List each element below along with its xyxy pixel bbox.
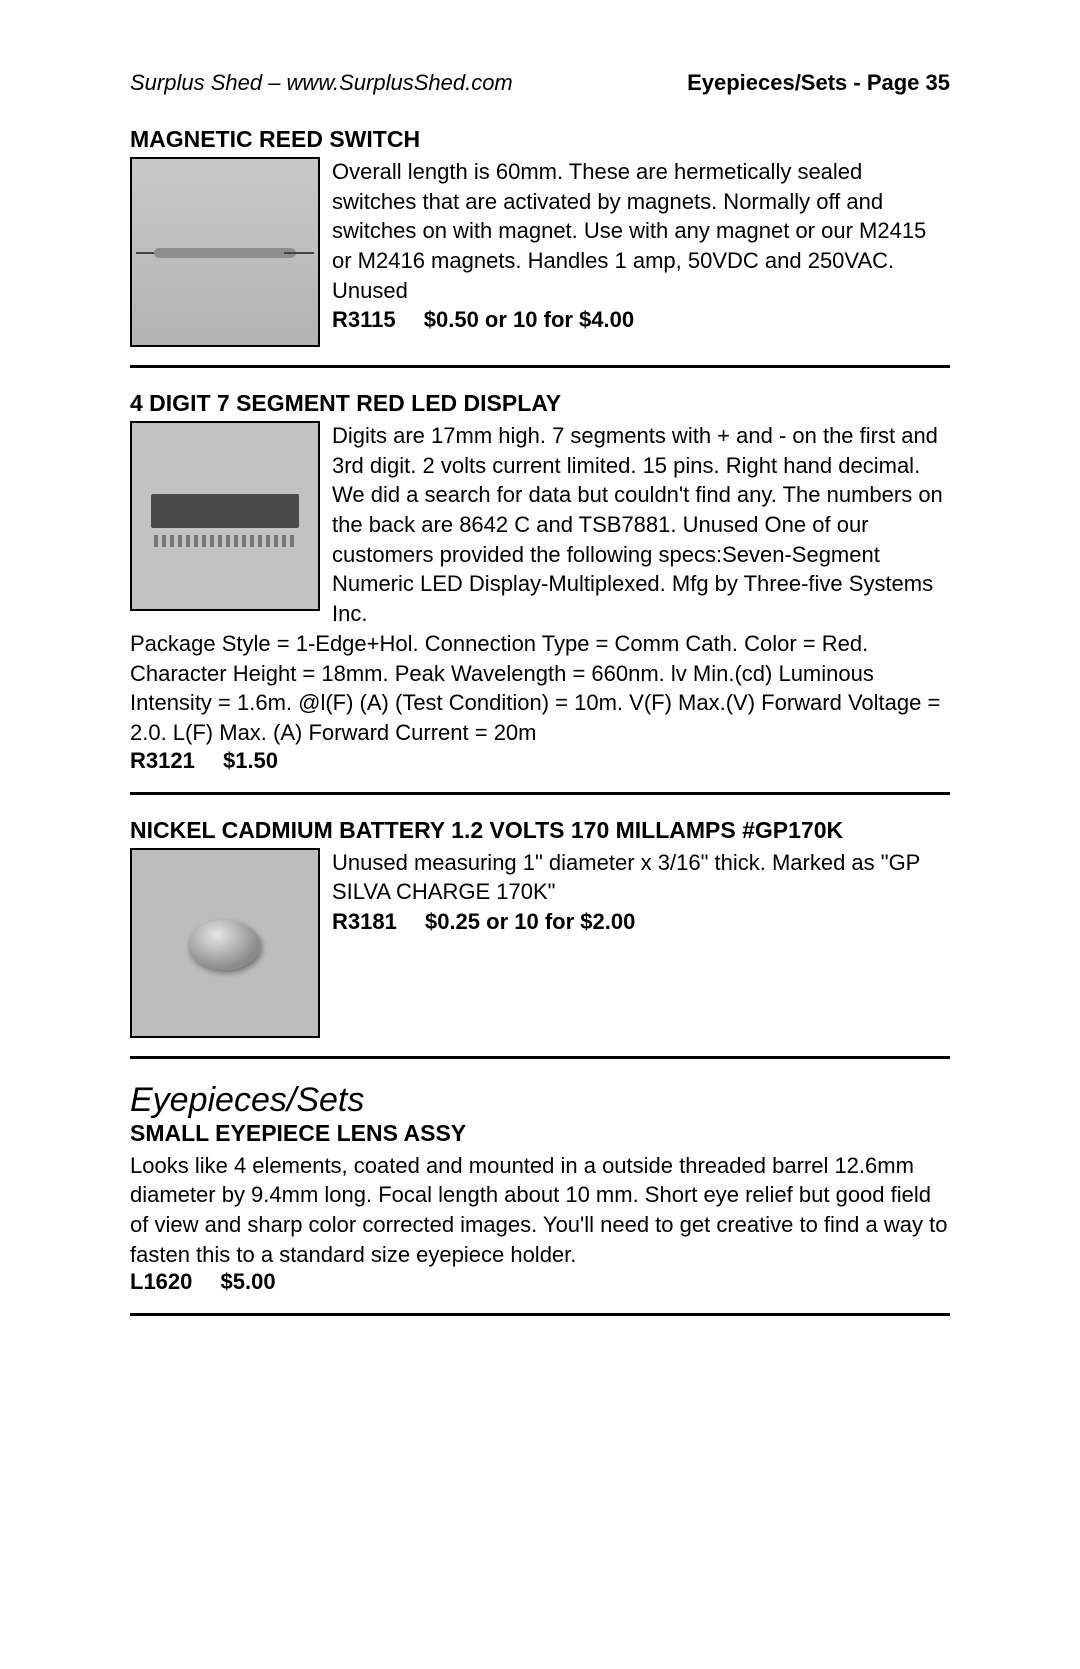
product-text: Digits are 17mm high. 7 segments with + … <box>332 421 950 629</box>
product-image <box>130 157 320 347</box>
price: $0.25 or 10 for $2.00 <box>425 909 635 934</box>
product-title: 4 DIGIT 7 SEGMENT RED LED DISPLAY <box>130 390 950 417</box>
sku: R3121 <box>130 748 195 774</box>
product-image <box>130 421 320 611</box>
product-title: MAGNETIC REED SWITCH <box>130 126 950 153</box>
product-text: Unused measuring 1" diameter x 3/16" thi… <box>332 848 950 937</box>
product-body: Digits are 17mm high. 7 segments with + … <box>130 421 950 629</box>
price-line: R3115 $0.50 or 10 for $4.00 <box>332 307 634 332</box>
header-left: Surplus Shed – www.SurplusShed.com <box>130 70 513 96</box>
header-right: Eyepieces/Sets - Page 35 <box>687 70 950 96</box>
page-header: Surplus Shed – www.SurplusShed.com Eyepi… <box>130 70 950 96</box>
price-line: R3121 $1.50 <box>130 748 950 774</box>
sku: R3115 <box>332 305 396 335</box>
price: $0.50 or 10 for $4.00 <box>424 307 634 332</box>
price: $5.00 <box>221 1269 276 1294</box>
product-text: Overall length is 60mm. These are hermet… <box>332 157 950 335</box>
divider <box>130 1056 950 1059</box>
product-description: Overall length is 60mm. These are hermet… <box>332 159 926 303</box>
product-body: Overall length is 60mm. These are hermet… <box>130 157 950 347</box>
product-description-continued: Package Style = 1-Edge+Hol. Connection T… <box>130 629 950 748</box>
product-title: SMALL EYEPIECE LENS ASSY <box>130 1120 950 1147</box>
product-description: Looks like 4 elements, coated and mounte… <box>130 1151 950 1270</box>
price-line: L1620 $5.00 <box>130 1269 950 1295</box>
sku: L1620 <box>130 1269 192 1295</box>
divider <box>130 792 950 795</box>
section-title: Eyepieces/Sets <box>130 1081 950 1120</box>
divider <box>130 365 950 368</box>
divider <box>130 1313 950 1316</box>
product-image <box>130 848 320 1038</box>
product-magnetic-reed-switch: MAGNETIC REED SWITCH Overall length is 6… <box>130 126 950 347</box>
page: Surplus Shed – www.SurplusShed.com Eyepi… <box>0 0 1080 1669</box>
product-4-digit-led: 4 DIGIT 7 SEGMENT RED LED DISPLAY Digits… <box>130 390 950 774</box>
product-description: Unused measuring 1" diameter x 3/16" thi… <box>332 850 920 905</box>
price: $1.50 <box>223 748 278 773</box>
product-small-eyepiece-lens-assy: SMALL EYEPIECE LENS ASSY Looks like 4 el… <box>130 1120 950 1296</box>
sku: R3181 <box>332 907 397 937</box>
product-body: Unused measuring 1" diameter x 3/16" thi… <box>130 848 950 1038</box>
product-title: NICKEL CADMIUM BATTERY 1.2 VOLTS 170 MIL… <box>130 817 950 844</box>
price-line: R3181 $0.25 or 10 for $2.00 <box>332 909 635 934</box>
product-nicad-battery: NICKEL CADMIUM BATTERY 1.2 VOLTS 170 MIL… <box>130 817 950 1038</box>
product-description: Digits are 17mm high. 7 segments with + … <box>332 423 943 626</box>
